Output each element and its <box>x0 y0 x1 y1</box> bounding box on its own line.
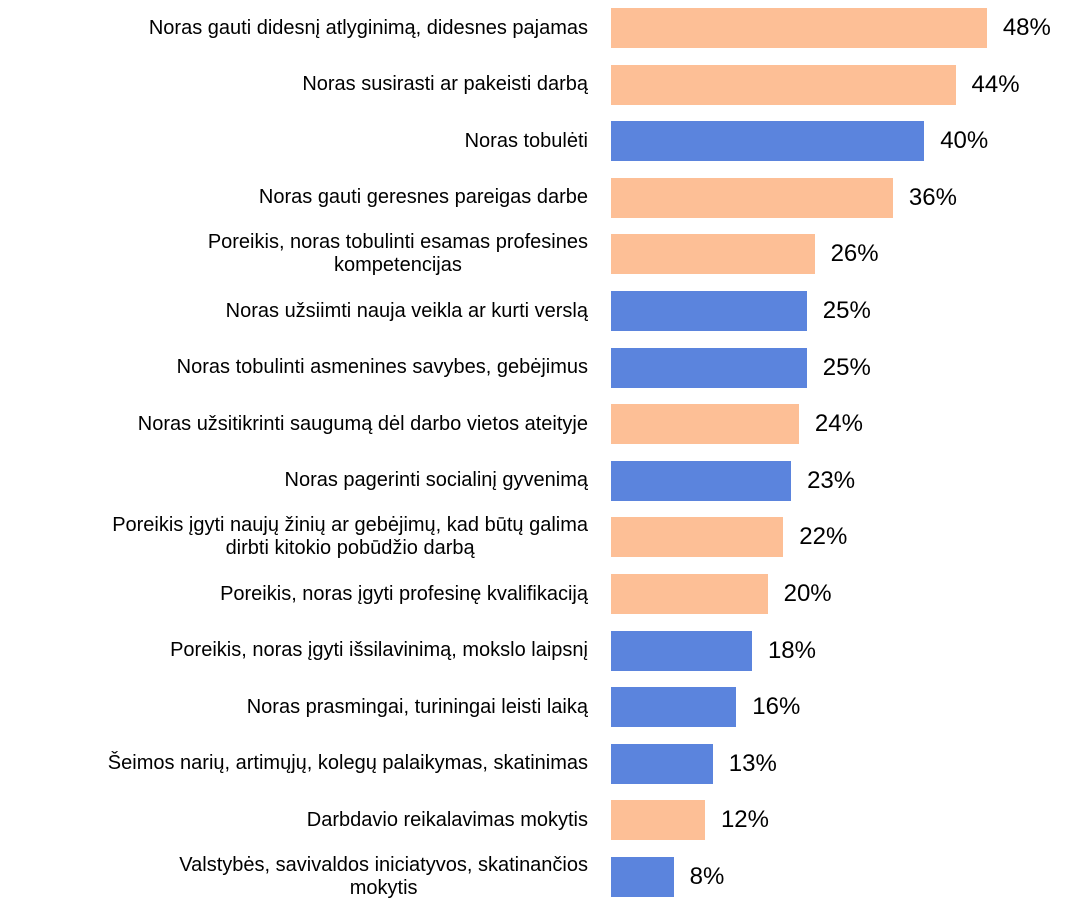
category-label: Noras gauti geresnes pareigas darbe <box>259 170 588 226</box>
bar <box>611 8 987 48</box>
value-label: 22% <box>799 523 848 551</box>
category-label: Poreikis, noras tobulinti esamas profesi… <box>208 226 588 282</box>
category-label: Noras užsiimti nauja veikla ar kurti ver… <box>226 283 588 339</box>
bar <box>611 857 674 897</box>
category-text: Poreikis, noras tobulinti esamas profesi… <box>207 231 588 277</box>
category-label: Poreikis, noras įgyti išsilavinimą, moks… <box>170 623 588 679</box>
bar <box>611 800 705 841</box>
category-text: Noras tobulinti asmenines savybes, gebėj… <box>176 356 588 379</box>
category-text: Valstybės, savivaldos iniciatyvos, skati… <box>179 854 588 899</box>
value-label: 18% <box>767 636 816 664</box>
value-label: 44% <box>971 70 1020 98</box>
category-text: Poreikis įgyti naujų žinių ar gebėjimų, … <box>112 514 588 560</box>
category-text: Noras prasmingai, turiningai leisti laik… <box>246 695 588 718</box>
category-label: Noras pagerinti socialinį gyvenimą <box>285 453 588 509</box>
category-text: Šeimos narių, artimųjų, kolegų palaikyma… <box>107 752 588 775</box>
bar <box>611 64 956 105</box>
category-text: Noras užsiimti nauja veikla ar kurti ver… <box>225 299 588 322</box>
bar <box>611 404 799 445</box>
category-label: Noras užsitikrinti saugumą dėl darbo vie… <box>138 396 588 452</box>
value-label: 16% <box>752 693 801 721</box>
value-label: 23% <box>807 466 856 494</box>
category-label: Noras susirasti ar pakeisti darbą <box>302 57 588 113</box>
category-label: Noras prasmingai, turiningai leisti laik… <box>247 679 588 735</box>
value-label: 25% <box>822 353 871 381</box>
bar <box>611 574 768 614</box>
bar <box>611 234 815 275</box>
value-label: 40% <box>940 127 989 155</box>
category-text: Noras pagerinti socialinį gyvenimą <box>284 469 588 492</box>
category-text: Poreikis, noras įgyti profesinę kvalifik… <box>220 582 588 605</box>
value-label: 13% <box>728 749 777 777</box>
bar <box>611 517 784 558</box>
value-label: 12% <box>720 806 769 834</box>
bar <box>611 347 807 388</box>
value-label: 24% <box>814 410 863 438</box>
category-text: Noras tobulėti <box>464 129 588 152</box>
category-text: Noras gauti didesnį atlyginimą, didesnes… <box>148 16 588 39</box>
category-text: Noras susirasti ar pakeisti darbą <box>302 73 588 96</box>
category-label: Poreikis įgyti naujų žinių ar gebėjimų, … <box>112 509 588 565</box>
bar <box>611 291 807 331</box>
value-label: 8% <box>689 863 725 890</box>
category-text: Noras užsitikrinti saugumą dėl darbo vie… <box>137 412 588 435</box>
bar <box>611 177 893 218</box>
bar <box>611 121 925 162</box>
bar <box>611 687 737 728</box>
category-text: Noras gauti geresnes pareigas darbe <box>258 186 588 209</box>
bar <box>611 460 792 501</box>
bar <box>611 630 752 671</box>
value-label: 48% <box>1002 14 1051 41</box>
category-label: Valstybės, savivaldos iniciatyvos, skati… <box>179 849 588 905</box>
value-label: 20% <box>783 580 832 607</box>
category-label: Noras tobulinti asmenines savybes, gebėj… <box>177 340 588 396</box>
category-text: Darbdavio reikalavimas mokytis <box>306 808 588 831</box>
category-text: Poreikis, noras įgyti išsilavinimą, moks… <box>170 639 588 662</box>
value-label: 26% <box>830 240 879 268</box>
category-label: Poreikis, noras įgyti profesinę kvalifik… <box>220 566 588 622</box>
bar <box>611 743 713 784</box>
value-label: 36% <box>908 183 957 211</box>
value-label: 25% <box>822 297 871 324</box>
category-label: Šeimos narių, artimųjų, kolegų palaikyma… <box>108 736 588 792</box>
category-label: Darbdavio reikalavimas mokytis <box>307 792 588 848</box>
category-label: Noras tobulėti <box>465 113 588 169</box>
category-label: Noras gauti didesnį atlyginimą, didesnes… <box>149 0 588 56</box>
